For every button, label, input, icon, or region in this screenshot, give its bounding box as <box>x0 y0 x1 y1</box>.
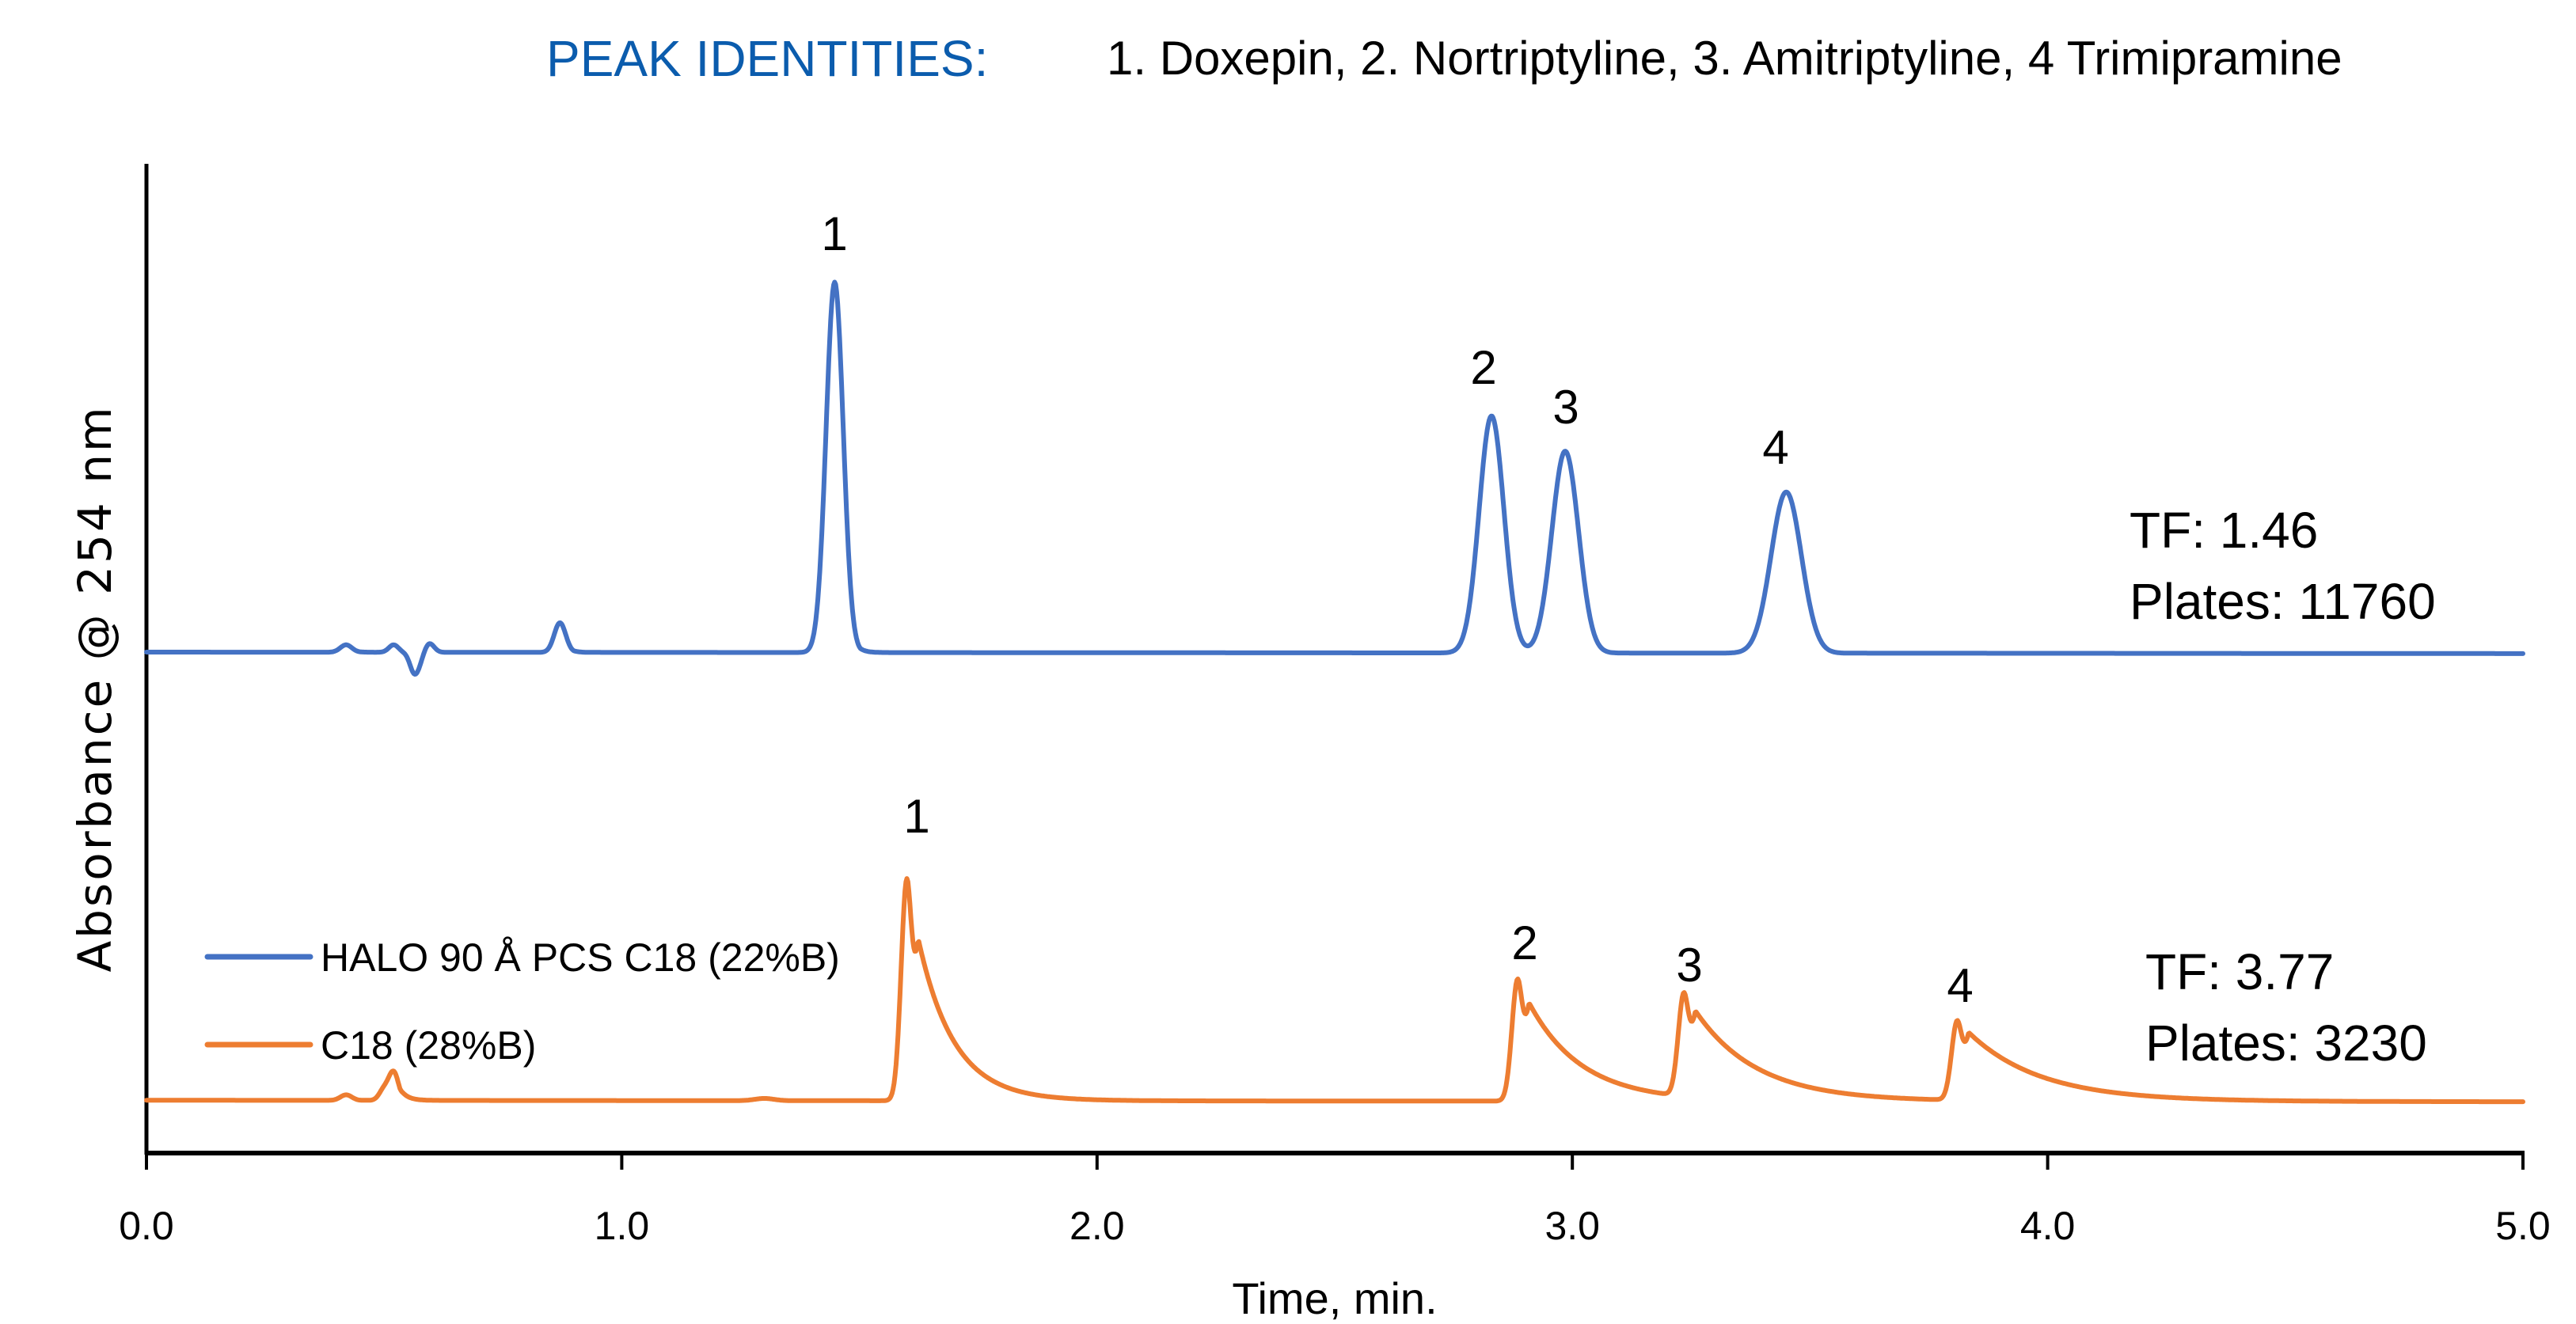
legend: HALO 90 Å PCS C18 (22%B) C18 (28%B) <box>204 935 840 1068</box>
x-tick-label: 5.0 <box>2495 1204 2551 1248</box>
peak-labels-blue: 1 2 3 4 <box>821 207 1788 474</box>
plates-blue: Plates: 11760 <box>2130 573 2436 630</box>
peak-label-orange-1: 1 <box>903 790 929 843</box>
legend-label-halo: HALO 90 Å PCS C18 (22%B) <box>321 935 840 980</box>
plot-area <box>144 279 2525 1105</box>
x-tick-label: 2.0 <box>1070 1204 1125 1248</box>
legend-label-c18: C18 (28%B) <box>321 1023 536 1068</box>
peak-labels-orange: 1 2 3 4 <box>903 790 1973 1012</box>
peak-label-orange-3: 3 <box>1676 939 1702 992</box>
stats-blue: TF: 1.46 Plates: 11760 <box>2130 502 2436 630</box>
x-tick-label: 3.0 <box>1544 1204 1600 1248</box>
peak-identities-heading: PEAK IDENTITIES: <box>546 30 988 87</box>
trace-c18 <box>144 876 2525 1105</box>
stats-orange: TF: 3.77 Plates: 3230 <box>2145 943 2427 1072</box>
peak-label-orange-4: 4 <box>1947 959 1973 1012</box>
peak-label-blue-2: 2 <box>1470 341 1496 394</box>
x-axis-ticks: 0.0 1.0 2.0 3.0 4.0 5.0 <box>119 1153 2551 1248</box>
tailing-factor-blue: TF: 1.46 <box>2130 502 2318 559</box>
x-tick-label: 0.0 <box>119 1204 174 1248</box>
chart-header: PEAK IDENTITIES: 1. Doxepin, 2. Nortript… <box>546 30 2342 87</box>
peak-label-orange-2: 2 <box>1511 916 1537 969</box>
legend-item-halo: HALO 90 Å PCS C18 (22%B) <box>204 935 840 980</box>
peak-label-blue-1: 1 <box>821 207 847 260</box>
axes: 0.0 1.0 2.0 3.0 4.0 5.0 Time, min. Absorbance… <box>68 164 2551 1323</box>
trace-halo-pcs-c18 <box>144 279 2525 677</box>
x-tick-label: 1.0 <box>595 1204 650 1248</box>
legend-item-c18: C18 (28%B) <box>204 1023 536 1068</box>
peak-label-blue-3: 3 <box>1552 381 1579 434</box>
y-axis-title: Absorbance @ 254 nm <box>68 404 122 972</box>
plates-orange: Plates: 3230 <box>2145 1015 2427 1072</box>
peak-identities-list: 1. Doxepin, 2. Nortriptyline, 3. Amitrip… <box>1107 32 2342 85</box>
x-axis-title: Time, min. <box>1232 1273 1437 1323</box>
x-tick-label: 4.0 <box>2020 1204 2076 1248</box>
tailing-factor-orange: TF: 3.77 <box>2145 943 2334 1000</box>
peak-label-blue-4: 4 <box>1762 421 1788 474</box>
